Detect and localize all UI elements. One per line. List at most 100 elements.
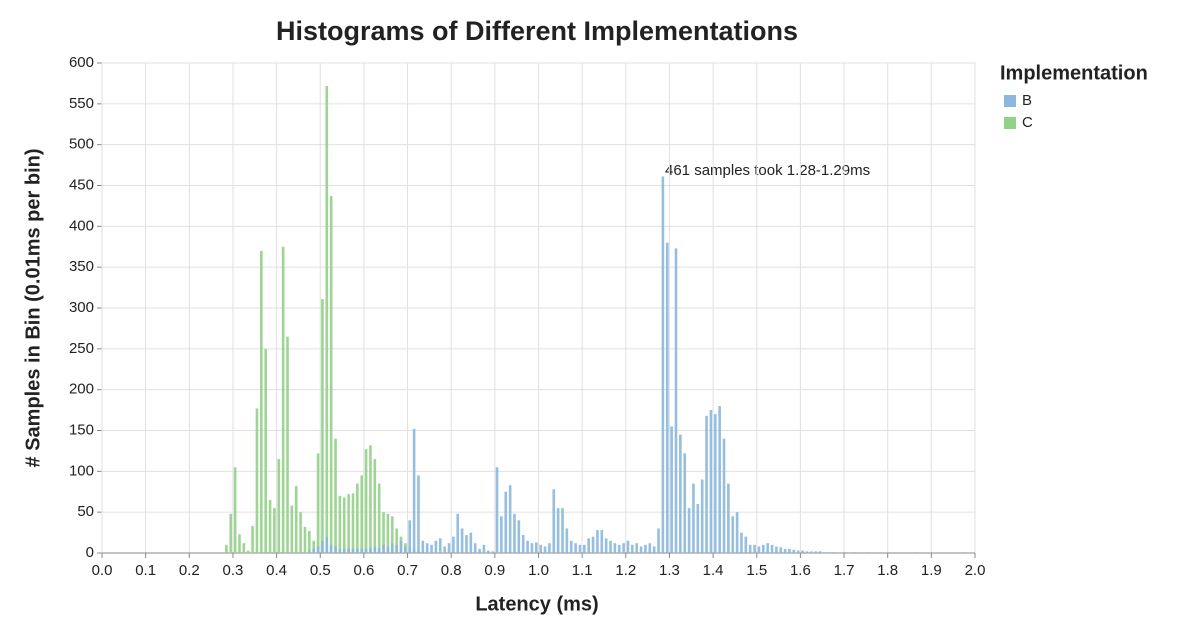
- bar: [334, 438, 337, 553]
- bar: [657, 528, 660, 553]
- bar: [609, 540, 612, 553]
- bar: [766, 543, 769, 553]
- y-tick-label: 150: [69, 421, 94, 438]
- bar: [294, 486, 298, 553]
- bar: [569, 540, 573, 553]
- bar: [683, 453, 687, 553]
- bar: [390, 543, 394, 553]
- bar: [342, 548, 346, 553]
- bar: [713, 414, 717, 553]
- bar: [679, 434, 682, 553]
- bar: [338, 548, 342, 553]
- bar: [351, 548, 355, 553]
- bar: [465, 535, 468, 553]
- bar: [626, 540, 630, 553]
- bar: [914, 552, 918, 553]
- bar: [543, 546, 547, 553]
- bar: [277, 459, 281, 553]
- bar: [718, 406, 721, 553]
- bar: [246, 550, 250, 553]
- bar: [421, 540, 425, 553]
- bar: [674, 248, 678, 553]
- x-tick-label: 0.7: [397, 562, 418, 579]
- x-tick-label: 0.3: [223, 562, 244, 579]
- legend-label: B: [1022, 92, 1032, 109]
- x-tick-label: 0.6: [353, 562, 374, 579]
- chart-title: Histograms of Different Implementations: [276, 16, 798, 46]
- bar: [775, 546, 778, 553]
- bar: [727, 483, 730, 553]
- bar: [299, 512, 302, 553]
- x-tick-label: 2.0: [965, 562, 986, 579]
- bar: [740, 532, 743, 553]
- bar: [238, 534, 241, 553]
- x-tick-label: 0.5: [310, 562, 331, 579]
- bar: [338, 495, 342, 553]
- bar: [281, 246, 285, 553]
- bar: [517, 520, 521, 553]
- bar: [831, 552, 835, 553]
- y-tick-label: 0: [86, 544, 94, 561]
- bar: [783, 548, 787, 553]
- bar: [373, 459, 377, 553]
- y-tick-label: 100: [69, 462, 94, 479]
- bar: [526, 540, 529, 553]
- bar: [438, 538, 442, 553]
- bar: [578, 544, 582, 553]
- bar: [757, 546, 761, 553]
- x-tick-label: 1.0: [528, 562, 549, 579]
- bar: [788, 548, 791, 553]
- bar: [478, 548, 481, 553]
- bar: [844, 552, 848, 553]
- bar: [539, 544, 542, 553]
- bar: [700, 479, 704, 553]
- bar: [635, 543, 639, 553]
- bar: [408, 520, 412, 553]
- bar: [360, 548, 364, 553]
- bar: [631, 544, 634, 553]
- bar: [482, 544, 486, 553]
- bar: [556, 508, 560, 553]
- bar: [321, 299, 324, 553]
- bar: [709, 410, 713, 553]
- x-tick-label: 1.7: [834, 562, 855, 579]
- bar: [823, 552, 826, 553]
- bar: [312, 540, 316, 553]
- x-axis-label: Latency (ms): [475, 593, 598, 615]
- bar: [574, 543, 577, 553]
- bar: [369, 548, 372, 553]
- bar: [342, 497, 346, 553]
- bar: [753, 544, 756, 553]
- bar: [268, 499, 272, 553]
- bar: [225, 544, 228, 553]
- bar: [447, 543, 451, 553]
- bar: [395, 528, 398, 553]
- bar: [648, 543, 652, 553]
- bar: [273, 508, 276, 553]
- bar: [818, 551, 822, 553]
- bar: [430, 544, 433, 553]
- bar: [639, 546, 643, 553]
- bar: [504, 491, 508, 553]
- bar: [596, 530, 599, 553]
- bar: [382, 512, 385, 553]
- y-tick-label: 400: [69, 217, 94, 234]
- bar: [500, 516, 503, 553]
- bar: [591, 536, 595, 553]
- bar: [866, 552, 870, 553]
- bar: [552, 489, 556, 553]
- bar: [356, 483, 359, 553]
- bar: [617, 544, 621, 553]
- bar: [264, 348, 267, 553]
- bar: [443, 546, 446, 553]
- bar: [731, 516, 735, 553]
- bar: [347, 494, 350, 553]
- x-tick-label: 1.5: [746, 562, 767, 579]
- bar: [705, 415, 708, 553]
- x-tick-label: 1.8: [877, 562, 898, 579]
- bar: [748, 544, 752, 553]
- x-tick-label: 1.4: [703, 562, 724, 579]
- bar: [382, 544, 385, 553]
- bar: [417, 475, 420, 553]
- bar: [360, 475, 364, 553]
